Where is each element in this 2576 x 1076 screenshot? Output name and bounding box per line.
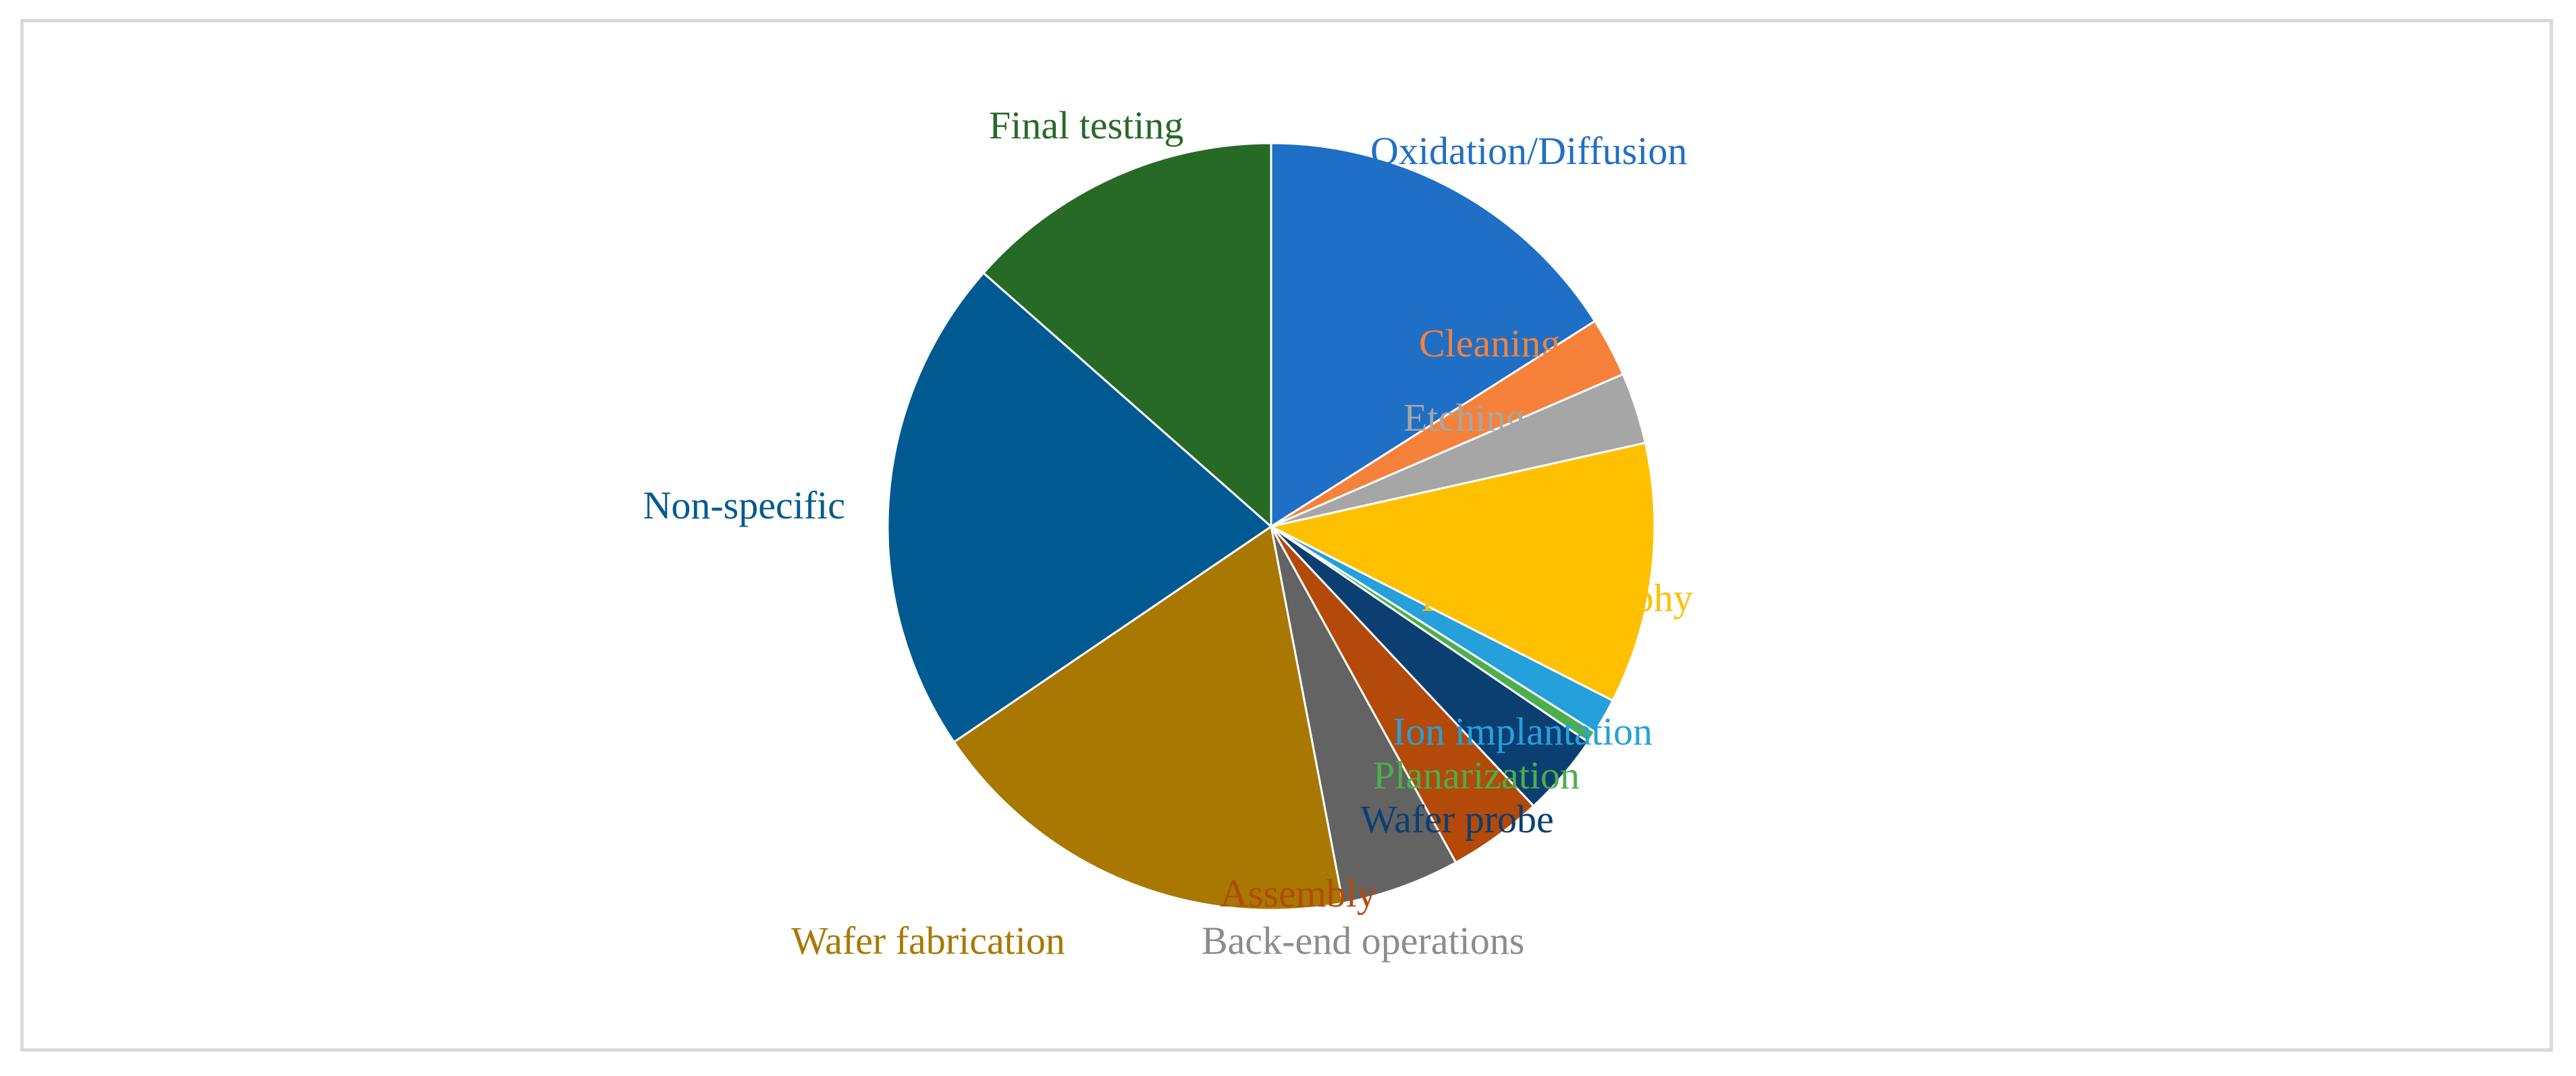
slice-label-oxidation-diffusion: Oxidation/Diffusion — [1370, 129, 1687, 173]
chart-frame: Oxidation/Diffusion Cleaning Etching Photol… — [20, 19, 2553, 1052]
pie-slice-non-specific — [886, 271, 1273, 744]
pie-labels: Oxidation/Diffusion Cleaning Etching Photol… — [643, 103, 1692, 963]
slice-label-photolithography: Photolithography — [1421, 576, 1693, 620]
slice-label-ion-implantation: Ion implantation — [1393, 709, 1653, 753]
pie-chart: Oxidation/Diffusion Cleaning Etching Photol… — [643, 103, 1692, 963]
pie-slice-back-end-operations — [1270, 526, 1457, 905]
slice-label-non-specific: Non-specific — [643, 483, 845, 527]
slice-label-back-end-operations: Back-end operations — [1202, 919, 1524, 963]
slice-label-assembly: Assembly — [1220, 871, 1376, 915]
pie-slice-wafer-fabrication — [952, 524, 1345, 911]
pie-slices — [886, 142, 1656, 911]
slice-label-etching: Etching — [1403, 396, 1525, 439]
pie-slice-final-testing — [982, 142, 1272, 529]
pie-slice-oxidation-diffusion — [1270, 142, 1596, 529]
slice-label-wafer-fabrication: Wafer fabrication — [791, 919, 1065, 963]
slice-label-cleaning: Cleaning — [1419, 321, 1560, 365]
slice-label-wafer-probe: Wafer probe — [1360, 797, 1554, 841]
slice-label-final-testing: Final testing — [989, 103, 1183, 147]
slice-label-planarization: Planarization — [1373, 753, 1580, 797]
pie-slice-photolithography — [1268, 441, 1656, 702]
